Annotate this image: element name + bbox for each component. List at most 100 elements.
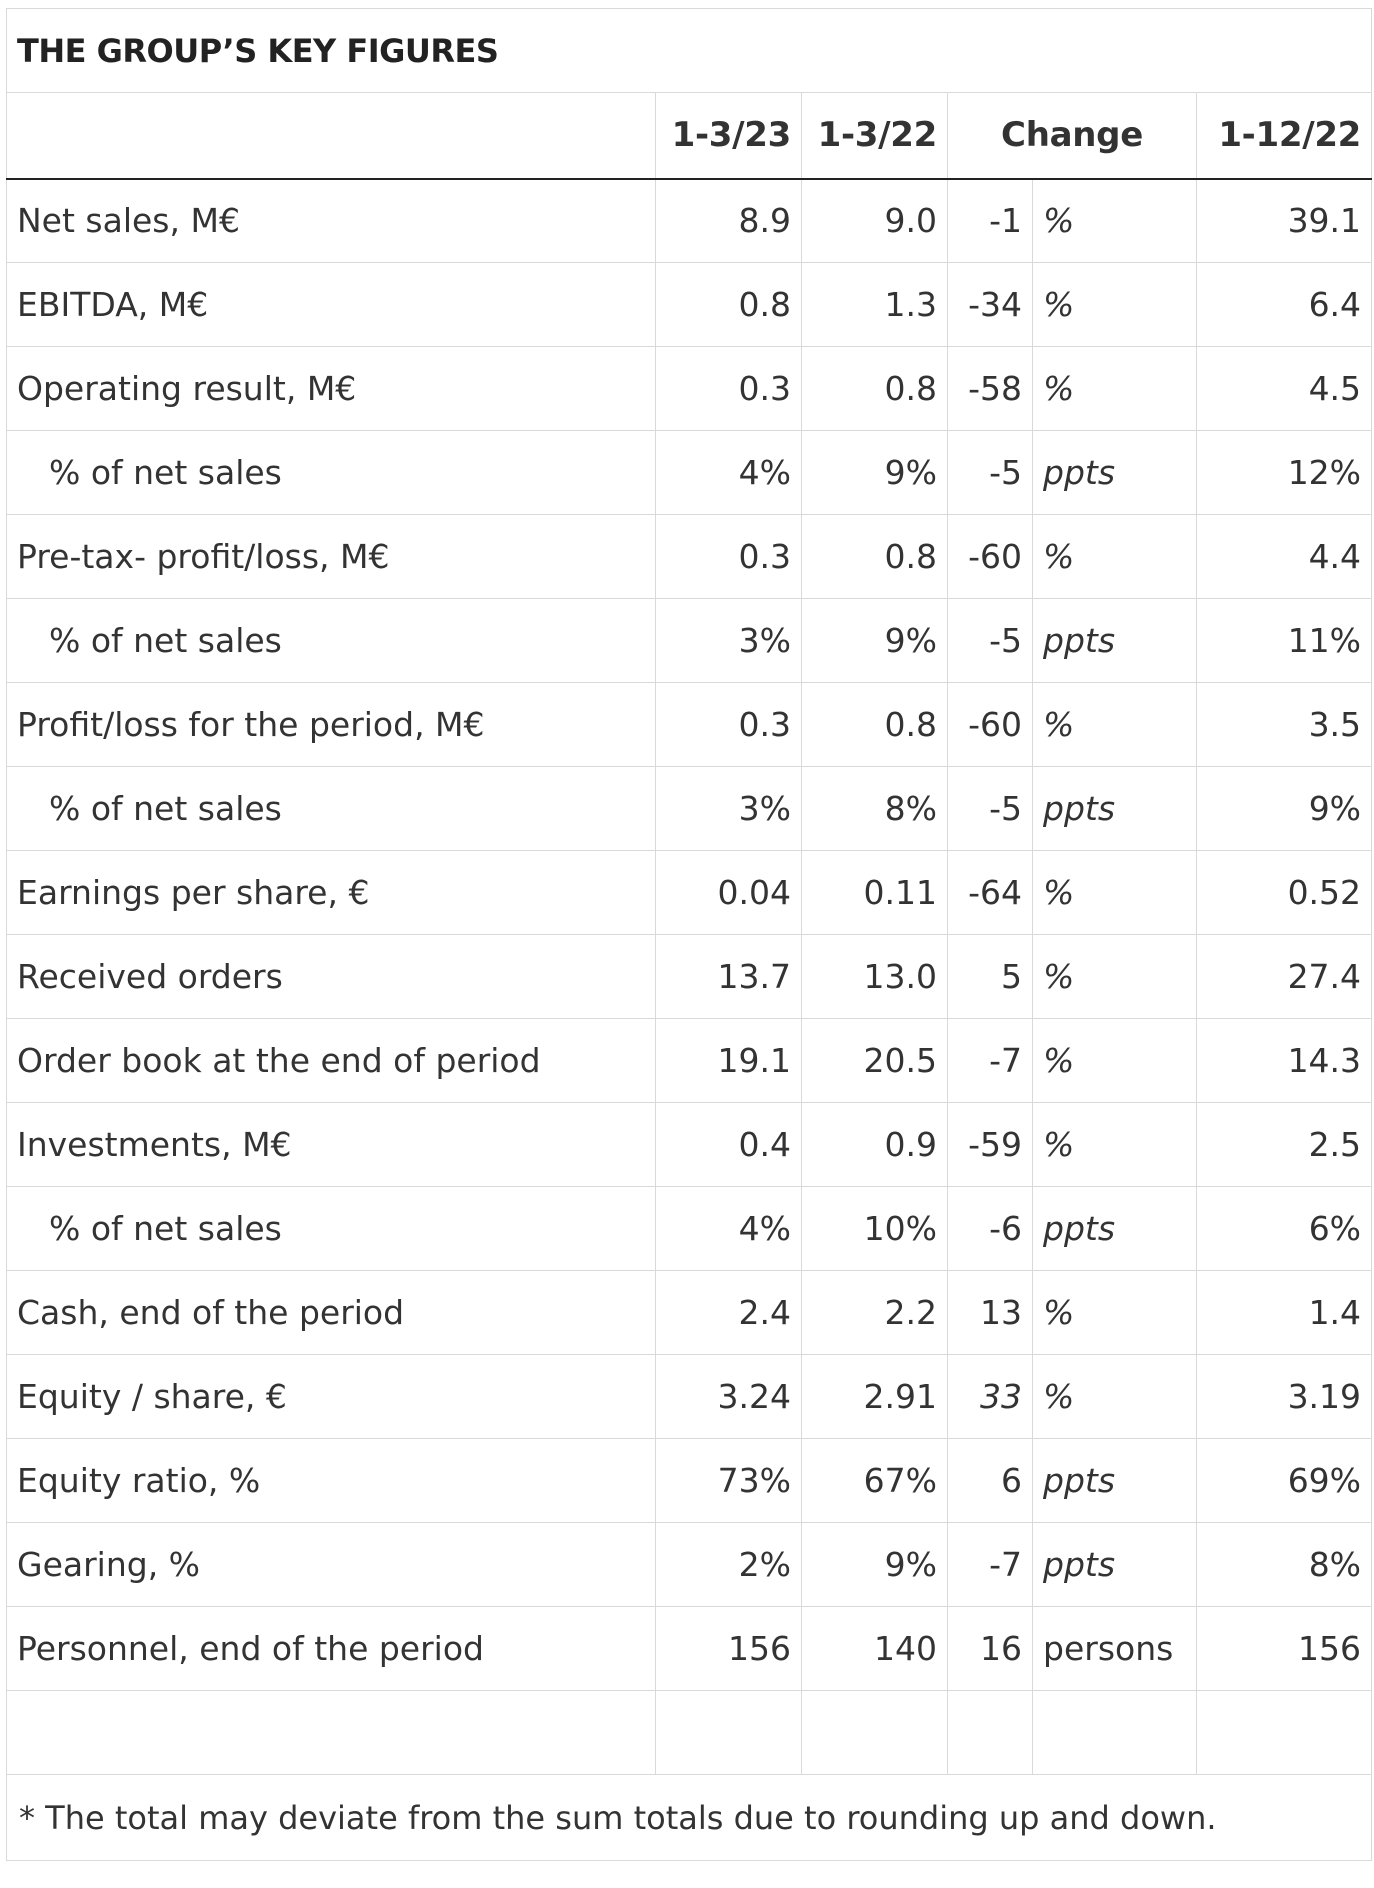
cell-1-3-22: 0.8 [801, 682, 948, 767]
table-row: Earnings per share, €0.04 0.11 -64% 0.52 [6, 850, 1373, 935]
table-row: % of net sales 3% 8% -5 ppts 9% [6, 766, 1373, 851]
row-label: Gearing, % [6, 1522, 656, 1607]
table-row: Operating result, M€ 0.3 0.8 -58% 4.5 [6, 346, 1373, 431]
header-change: Change [947, 92, 1197, 180]
cell-1-3-22: 0.9 [801, 1102, 948, 1187]
cell-change-value: -7 [947, 1018, 1033, 1103]
cell-1-3-23: 2% [655, 1522, 802, 1607]
cell-change-unit: % [1032, 178, 1197, 263]
cell-1-12-22: 69% [1195, 1438, 1373, 1523]
header-1-12-22: 1-12/22 [1195, 92, 1373, 180]
empty-cell [947, 1690, 1033, 1775]
cell-1-3-22: 0.8 [801, 346, 948, 431]
cell-change-unit: % [1032, 1354, 1197, 1439]
cell-change-unit: % [1032, 682, 1197, 767]
cell-change-value: -59 [947, 1102, 1033, 1187]
cell-1-3-23: 3% [655, 598, 802, 683]
cell-1-3-22: 67% [801, 1438, 948, 1523]
cell-1-3-22: 1.3 [801, 262, 948, 347]
table-row: Cash, end of the period 2.4 2.2 13% 1.4 [6, 1270, 1373, 1355]
cell-1-3-23: 4% [655, 1186, 802, 1271]
cell-1-3-22: 2.91 [801, 1354, 948, 1439]
cell-1-3-23: 0.3 [655, 346, 802, 431]
cell-1-3-23: 8.9 [655, 178, 802, 263]
cell-change-unit: % [1032, 1102, 1197, 1187]
cell-1-12-22: 4.4 [1195, 514, 1373, 599]
row-label: % of net sales [6, 1186, 656, 1271]
cell-change-unit: % [1032, 1018, 1197, 1103]
cell-change-value: -7 [947, 1522, 1033, 1607]
cell-1-12-22: 6% [1195, 1186, 1373, 1271]
cell-change-unit: ppts [1032, 598, 1197, 683]
cell-1-12-22: 3.19 [1195, 1354, 1373, 1439]
cell-change-value: -6 [947, 1186, 1033, 1271]
cell-1-3-22: 13.0 [801, 934, 948, 1019]
cell-1-3-23: 13.7 [655, 934, 802, 1019]
cell-1-3-22: 140 [801, 1606, 948, 1691]
cell-change-unit: ppts [1032, 766, 1197, 851]
row-label: % of net sales [6, 430, 656, 515]
cell-change-value: -5 [947, 766, 1033, 851]
cell-1-12-22: 4.5 [1195, 346, 1373, 431]
cell-1-12-22: 2.5 [1195, 1102, 1373, 1187]
header-label [6, 92, 656, 180]
table-row: Profit/loss for the period, M€ 0.3 0.8 -60%… [6, 682, 1373, 767]
cell-1-12-22: 8% [1195, 1522, 1373, 1607]
cell-change-unit: % [1032, 514, 1197, 599]
cell-1-12-22: 12% [1195, 430, 1373, 515]
row-label: Operating result, M€ [6, 346, 656, 431]
table-row: % of net sales 4% 10% -6 ppts 6% [6, 1186, 1373, 1271]
row-label: Personnel, end of the period [6, 1606, 656, 1691]
cell-1-12-22: 3.5 [1195, 682, 1373, 767]
row-label: % of net sales [6, 598, 656, 683]
empty-cell [1032, 1690, 1197, 1775]
cell-change-value: -34 [947, 262, 1033, 347]
empty-cell [655, 1690, 802, 1775]
cell-1-3-22: 0.8 [801, 514, 948, 599]
table-row: Order book at the end of period 19.1 20.5-… [6, 1018, 1373, 1103]
cell-change-unit: persons [1032, 1606, 1197, 1691]
cell-change-value: -58 [947, 346, 1033, 431]
cell-1-12-22: 1.4 [1195, 1270, 1373, 1355]
row-label: EBITDA, M€ [6, 262, 656, 347]
title-row: THE GROUP’S KEY FIGURES [5, 8, 1373, 93]
cell-1-3-22: 9% [801, 598, 948, 683]
cell-1-12-22: 39.1 [1195, 178, 1373, 263]
footnote-row: * The total may deviate from the sum tot… [5, 1774, 1373, 1861]
cell-1-12-22: 9% [1195, 766, 1373, 851]
cell-change-value: -5 [947, 430, 1033, 515]
cell-1-3-22: 9% [801, 1522, 948, 1607]
row-label: Investments, M€ [6, 1102, 656, 1187]
empty-cell [801, 1690, 948, 1775]
table-row: Personnel, end of the period 156 140 16 pers… [6, 1606, 1373, 1691]
cell-1-3-23: 73% [655, 1438, 802, 1523]
cell-1-3-23: 0.04 [655, 850, 802, 935]
key-figures-table: THE GROUP’S KEY FIGURES 1-3/23 1-3/22 Ch… [5, 8, 1373, 1861]
row-label: Cash, end of the period [6, 1270, 656, 1355]
cell-1-3-23: 0.3 [655, 682, 802, 767]
table-row: Received orders 13.7 13.0 5% 27.4 [6, 934, 1373, 1019]
cell-change-value: 33 [947, 1354, 1033, 1439]
cell-1-3-22: 9.0 [801, 178, 948, 263]
cell-1-3-23: 3.24 [655, 1354, 802, 1439]
row-label: Profit/loss for the period, M€ [6, 682, 656, 767]
table-row: Gearing, % 2% 9% -7 ppts 8% [6, 1522, 1373, 1607]
table-title: THE GROUP’S KEY FIGURES [5, 8, 1373, 93]
cell-1-3-22: 8% [801, 766, 948, 851]
cell-change-value: 6 [947, 1438, 1033, 1523]
cell-change-unit: ppts [1032, 1522, 1197, 1607]
empty-cell [1195, 1690, 1373, 1775]
table-row: EBITDA, M€ 0.8 1.3 -34% 6.4 [6, 262, 1373, 347]
cell-change-value: 13 [947, 1270, 1033, 1355]
cell-change-value: -1 [947, 178, 1033, 263]
cell-change-unit: % [1032, 1270, 1197, 1355]
cell-change-value: -60 [947, 514, 1033, 599]
table-row: Equity ratio, % 73% 67% 6 ppts 69% [6, 1438, 1373, 1523]
table-row: % of net sales 3% 9% -5 ppts 11% [6, 598, 1373, 683]
cell-1-3-22: 20.5 [801, 1018, 948, 1103]
cell-change-value: 5 [947, 934, 1033, 1019]
cell-1-3-23: 4% [655, 430, 802, 515]
cell-1-12-22: 11% [1195, 598, 1373, 683]
cell-1-3-23: 19.1 [655, 1018, 802, 1103]
header-1-3-23: 1-3/23 [655, 92, 802, 180]
